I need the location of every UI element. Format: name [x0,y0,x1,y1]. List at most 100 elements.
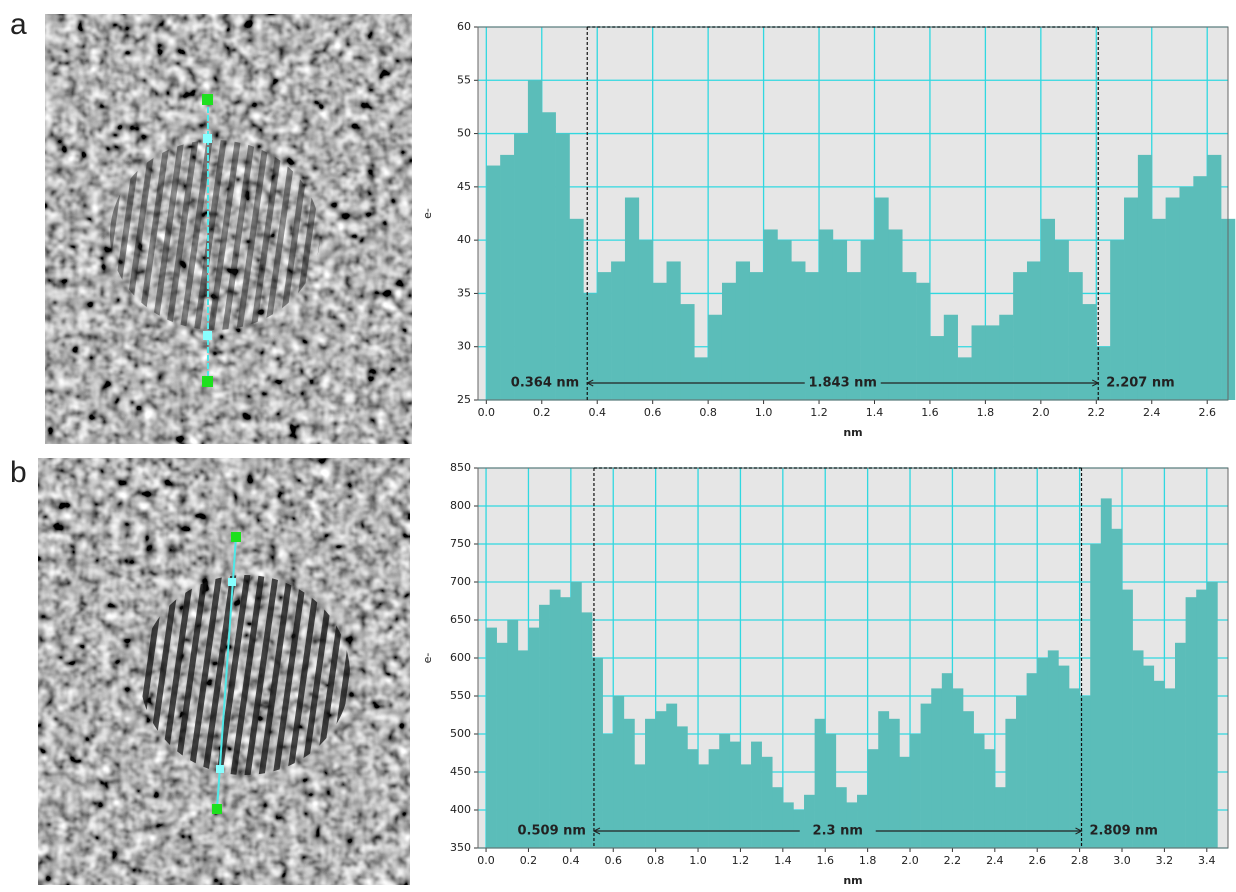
bar [528,627,540,848]
bar [874,197,889,400]
bar [860,240,875,400]
bar [1016,696,1027,848]
bar [496,642,508,848]
bar [1026,261,1042,400]
bar [634,764,646,848]
x-tick-label: 0.8 [699,406,717,419]
x-tick-label: 1.8 [977,406,995,419]
bar [708,749,720,848]
bar [486,165,501,400]
x-tick-label: 1.8 [859,854,877,867]
bar [1207,154,1222,400]
bar [1206,582,1218,848]
bar [581,612,593,848]
bar [592,658,603,848]
bar [782,802,794,848]
bar [549,589,561,848]
bar [1040,218,1056,400]
x-tick-label: 2.2 [1088,406,1106,419]
bar [835,787,847,848]
bar [676,726,688,848]
bar [749,272,764,400]
arrow-head [1092,379,1100,387]
bar [804,794,815,848]
bar [655,711,667,848]
micrograph [45,14,412,444]
bar [1069,688,1080,848]
bar [791,261,806,400]
bar [916,282,931,400]
x-tick-label: 2.8 [1071,854,1089,867]
bar [973,734,985,848]
bar [957,357,972,400]
bar [1165,197,1180,400]
x-tick-label: 3.0 [1113,854,1131,867]
bar [569,218,584,400]
bar [984,749,996,848]
x-tick-label: 0.2 [533,406,551,419]
bar [1124,197,1139,400]
bar [888,229,903,400]
bar [1179,186,1194,400]
bar [819,229,834,400]
bar [772,787,784,848]
bar [539,604,550,848]
panel-label: a [10,8,27,41]
bar [1013,272,1028,400]
x-tick-label: 2.0 [1032,406,1050,419]
x-tick-label: 0.4 [588,406,606,419]
marker-label: 0.364 nm [511,376,579,391]
bar [698,764,709,848]
x-axis-label: nm [843,874,862,887]
y-tick-label: 700 [450,575,471,588]
bar [708,314,723,400]
bar [613,696,625,848]
bar [1096,346,1111,400]
bar [1047,650,1059,848]
bar [985,325,1000,400]
arrow-head [592,827,601,835]
arrow-head [586,379,594,387]
bar [832,240,848,400]
bar [740,764,752,848]
bar [1005,718,1017,848]
y-axis-label: e- [421,208,434,219]
bar [735,261,751,400]
bar [857,794,868,848]
bar [500,154,515,400]
bar [943,314,958,400]
x-tick-label: 1.2 [732,854,750,867]
x-tick-label: 1.4 [866,406,884,419]
x-tick-label: 0.6 [604,854,622,867]
bar [1193,176,1208,400]
y-tick-label: 500 [450,727,471,740]
y-tick-label: 25 [457,393,471,406]
y-tick-label: 45 [457,180,471,193]
x-tick-label: 2.4 [1143,406,1161,419]
y-tick-label: 650 [450,613,471,626]
bar [1137,154,1153,400]
arrow-head [1075,827,1083,835]
y-tick-label: 30 [457,340,471,353]
x-tick-label: 2.2 [944,854,962,867]
y-tick-label: 350 [450,841,471,854]
bar [929,336,945,400]
y-tick-label: 450 [450,765,471,778]
bar [1122,589,1133,848]
y-axis-label: e- [421,653,434,664]
bar [910,734,921,848]
bar [846,272,861,400]
y-tick-label: 50 [457,127,471,140]
marker-label: 0.509 nm [518,824,586,839]
bar [971,325,986,400]
x-tick-label: 2.4 [986,854,1004,867]
bar [624,197,640,400]
bar [583,293,598,400]
x-tick-label: 1.4 [774,854,792,867]
bar [1132,650,1144,848]
bar [560,597,572,848]
bar [638,240,653,400]
marker-label: 2.809 nm [1090,824,1158,839]
bar [1164,688,1176,848]
